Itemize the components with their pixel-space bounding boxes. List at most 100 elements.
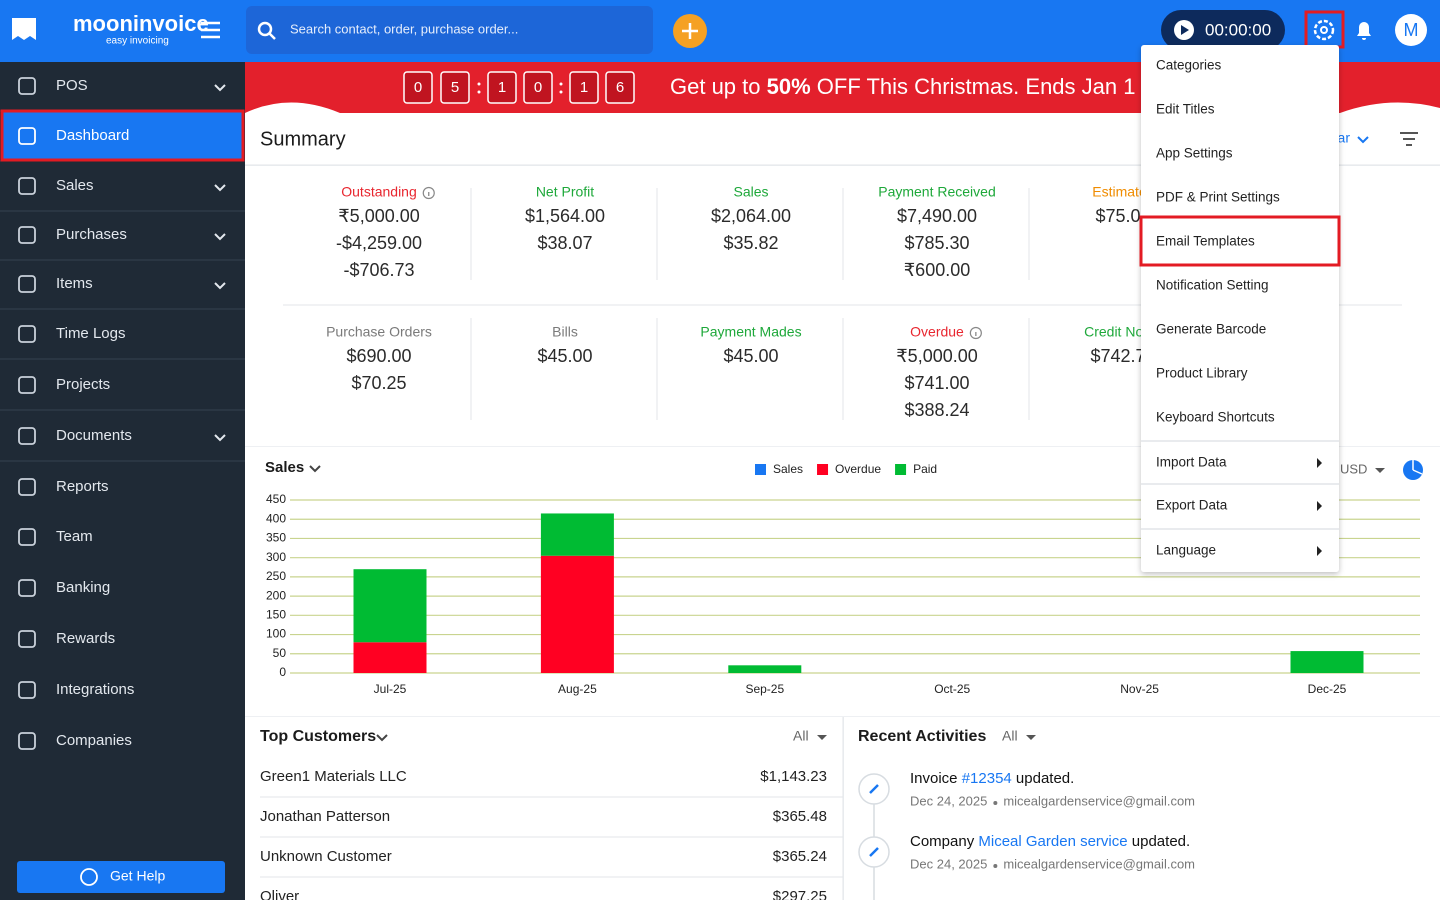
sidebar-chevron: [214, 282, 226, 290]
sidebar-item[interactable]: Companies: [56, 732, 132, 749]
sidebar-icon: [18, 376, 36, 394]
help-icon: [80, 868, 98, 886]
logo-text: mooninvoice: [73, 11, 209, 36]
activity-prefix: Invoice: [910, 770, 962, 787]
legend-swatch: [817, 464, 829, 475]
sidebar-item[interactable]: Documents: [56, 427, 132, 444]
activity-suffix: updated.: [1128, 833, 1191, 850]
chart-title[interactable]: Sales: [265, 459, 304, 476]
help-button[interactable]: [17, 861, 225, 893]
menu-item[interactable]: Edit Titles: [1156, 102, 1215, 117]
countdown-colon: [559, 82, 563, 86]
activity-link[interactable]: #12354: [962, 770, 1012, 787]
bar-segment[interactable]: [728, 665, 802, 673]
sidebar-active: [0, 109, 245, 162]
timer-button[interactable]: [1161, 10, 1285, 50]
sidebar-item[interactable]: Reports: [56, 478, 109, 495]
chevron: [376, 734, 388, 742]
x-tick-label: Oct-25: [934, 682, 970, 696]
notification-icon[interactable]: [1357, 22, 1371, 40]
customer-name[interactable]: Green1 Materials LLC: [260, 768, 407, 785]
sidebar-chevron: [214, 233, 226, 241]
customer-name[interactable]: Jonathan Patterson: [260, 808, 390, 825]
menu-item[interactable]: Export Data: [1156, 498, 1228, 513]
customer-amount: $297.25: [773, 888, 827, 900]
chevron: [309, 465, 321, 473]
sidebar-item[interactable]: Banking: [56, 579, 110, 596]
menu-item[interactable]: Generate Barcode: [1156, 322, 1266, 337]
bar-segment[interactable]: [353, 642, 427, 673]
card-label: Sales: [733, 184, 768, 200]
bar-segment[interactable]: [540, 555, 614, 673]
panel-title: Recent Activities: [858, 728, 986, 745]
countdown-box: [487, 71, 517, 104]
search-box[interactable]: [246, 6, 653, 54]
customer-name[interactable]: Oliver: [260, 888, 299, 900]
play-icon: [1181, 25, 1189, 35]
info-icon[interactable]: [422, 186, 435, 200]
bar-segment[interactable]: [540, 513, 614, 556]
countdown-colon: [477, 90, 481, 94]
help-label[interactable]: Get Help: [110, 868, 165, 884]
bar-segment[interactable]: [353, 569, 427, 643]
card-value: $70.25: [351, 373, 406, 393]
legend-label: Sales: [773, 462, 803, 476]
banner-text-suffix: OFF This Christmas. Ends Jan 1: [811, 74, 1136, 99]
menu-item[interactable]: Categories: [1156, 58, 1222, 73]
countdown-digit: 1: [498, 79, 506, 96]
search-placeholder[interactable]: Search contact, order, purchase order...: [290, 21, 518, 36]
filter-select[interactable]: All: [1002, 728, 1018, 744]
panel-title: Top Customers: [260, 728, 376, 745]
activity-suffix: updated.: [1012, 770, 1075, 787]
card-value: $388.24: [904, 400, 969, 420]
countdown-digit: 5: [451, 79, 459, 96]
sidebar-item[interactable]: Projects: [56, 376, 110, 393]
sidebar-chevron: [214, 434, 226, 442]
sidebar-item[interactable]: Dashboard: [56, 127, 129, 144]
avatar[interactable]: [1395, 14, 1427, 46]
banner-highlight: 50%: [767, 74, 811, 99]
menu-item[interactable]: PDF & Print Settings: [1156, 190, 1280, 205]
countdown-box: [569, 71, 599, 104]
sidebar-item[interactable]: Time Logs: [56, 325, 125, 342]
menu-item[interactable]: Language: [1156, 543, 1216, 558]
search-icon: [268, 32, 276, 40]
menu-highlight: [1139, 215, 1341, 267]
menu-item[interactable]: Product Library: [1156, 366, 1248, 381]
countdown-digit: 6: [616, 79, 624, 96]
card-value: -$706.73: [343, 260, 414, 280]
sidebar-item[interactable]: Team: [56, 528, 93, 545]
sidebar-item[interactable]: Sales: [56, 177, 94, 194]
settings-icon[interactable]: [1313, 19, 1335, 41]
filter-select[interactable]: All: [793, 728, 809, 744]
card-value: $45.00: [537, 346, 592, 366]
info-icon[interactable]: [969, 326, 982, 340]
menu-item[interactable]: Notification Setting: [1156, 278, 1269, 293]
menu-item[interactable]: Import Data: [1156, 455, 1227, 470]
sidebar-item[interactable]: Purchases: [56, 226, 127, 243]
legend-label: Overdue: [835, 462, 881, 476]
sidebar-item[interactable]: Integrations: [56, 681, 134, 698]
sidebar-icon: [18, 732, 36, 750]
sidebar-chevron: [214, 84, 226, 92]
currency-select[interactable]: USD: [1340, 461, 1367, 476]
sidebar-item[interactable]: Items: [56, 275, 93, 292]
sidebar-item[interactable]: POS: [56, 77, 88, 94]
menu-item[interactable]: Email Templates: [1156, 234, 1255, 249]
countdown-colon: [477, 82, 481, 86]
timer-text[interactable]: 00:00:00: [1205, 20, 1271, 39]
sidebar-item[interactable]: Rewards: [56, 630, 115, 647]
countdown-colon: [559, 90, 563, 94]
activity-prefix: Company: [910, 833, 978, 850]
card-label: Payment Received: [878, 184, 996, 200]
sidebar-icon: [18, 127, 36, 145]
y-tick-label: 150: [266, 608, 286, 622]
sidebar-icon: [18, 325, 36, 343]
menu-item[interactable]: App Settings: [1156, 146, 1233, 161]
card-value: $742.75: [1090, 346, 1155, 366]
bar-segment[interactable]: [1290, 651, 1364, 673]
menu-item[interactable]: Keyboard Shortcuts: [1156, 410, 1275, 425]
activity-link[interactable]: Miceal Garden service: [978, 833, 1127, 850]
customer-name[interactable]: Unknown Customer: [260, 848, 392, 865]
